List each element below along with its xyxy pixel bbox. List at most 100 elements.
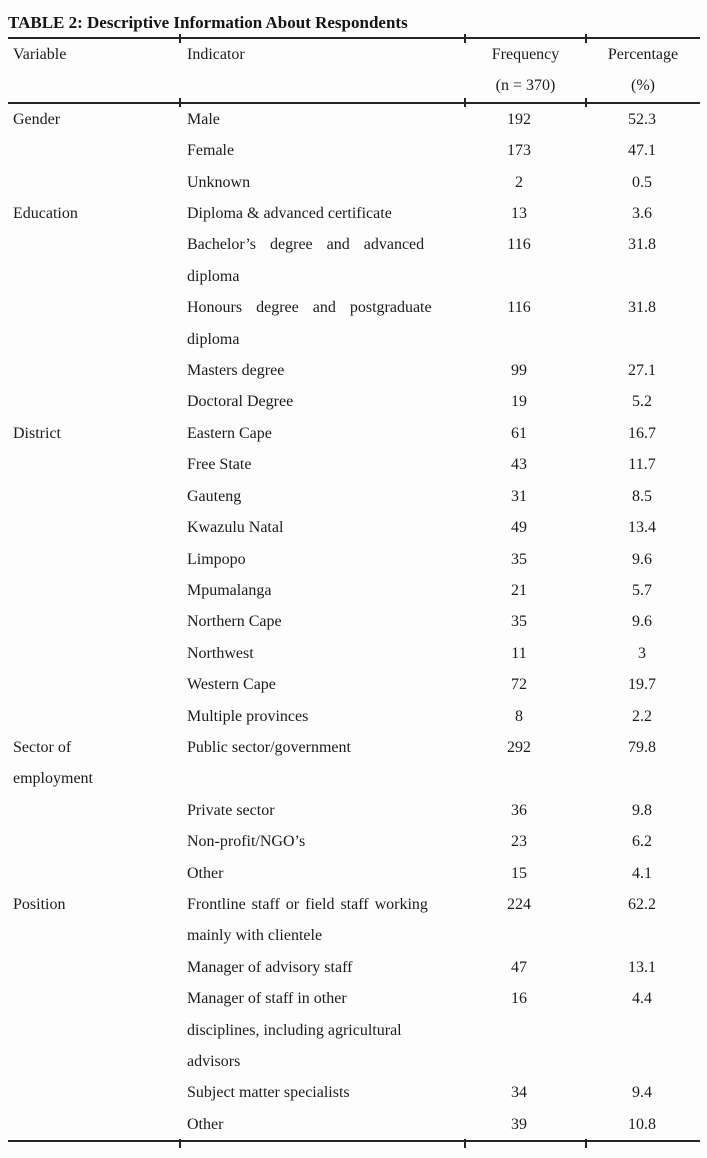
percentage-cell: 8.5	[632, 487, 652, 505]
frequency-cell: 292	[507, 738, 531, 756]
percentage-cell: 16.7	[628, 424, 656, 442]
cell-line: Manager of advisory staff	[187, 958, 353, 976]
table-row: Kwazulu Natal 49 13.4	[8, 512, 700, 543]
indicator-cell: Kwazulu Natal	[180, 512, 465, 543]
table-row: Other 15 4.1	[8, 858, 700, 889]
cell-line: employment	[13, 770, 93, 788]
table-row: Northwest 11 3	[8, 638, 700, 669]
variable-cell	[8, 858, 180, 889]
indicator-cell: Manager of advisory staff	[180, 952, 465, 983]
header-row: Variable Indicator Frequency (n = 370) P…	[8, 35, 700, 108]
cell-line: District	[13, 424, 61, 442]
cell-line: Multiple provinces	[187, 707, 309, 725]
indicator-cell: Non-profit/NGO’s	[180, 826, 465, 857]
cell-line: Other	[187, 864, 224, 882]
cell-line: Unknown	[187, 173, 251, 191]
percentage-cell: 10.8	[585, 1108, 700, 1149]
percentage-cell: 47.1	[628, 142, 656, 160]
table-row: Female 173 47.1	[8, 135, 700, 166]
frequency-cell: 23	[511, 833, 527, 851]
cell-line: Frontline staff or field staff working	[187, 895, 428, 913]
table-row: Masters degree 99 27.1	[8, 355, 700, 386]
cell-line: Gauteng	[187, 487, 242, 505]
indicator-cell: Diploma & advanced certificate	[180, 198, 465, 229]
percentage-cell: 4.1	[632, 864, 652, 882]
variable-cell	[8, 606, 180, 637]
header-frequency-label: Frequency	[491, 46, 560, 63]
percentage-cell: 6.2	[632, 833, 652, 851]
frequency-cell: 8	[515, 707, 523, 725]
indicator-cell: Subject matter specialists	[180, 1077, 465, 1108]
frequency-cell: 39	[464, 1108, 586, 1149]
variable-cell	[8, 952, 180, 983]
percentage-cell: 11.7	[628, 456, 656, 474]
frequency-cell: 19	[511, 393, 527, 411]
variable-cell: Position	[8, 889, 180, 952]
frequency-cell: 192	[507, 110, 531, 128]
percentage-cell: 9.6	[632, 550, 652, 568]
percentage-cell: 9.8	[632, 801, 652, 819]
variable-cell	[8, 386, 180, 417]
variable-cell	[8, 1108, 180, 1143]
percentage-cell: 19.7	[628, 676, 656, 694]
cell-line: Western Cape	[187, 676, 276, 694]
percentage-cell: 13.4	[628, 519, 656, 537]
variable-cell	[8, 449, 180, 480]
table-header: Variable Indicator Frequency (n = 370) P…	[8, 35, 700, 108]
table-row: Subject matter specialists 34 9.4	[8, 1077, 700, 1108]
header-percentage: Percentage (%)	[585, 35, 700, 108]
percentage-cell: 9.4	[632, 1084, 652, 1102]
table-row: Education Diploma & advanced certificate 1…	[8, 198, 700, 229]
table-row: Western Cape 72 19.7	[8, 669, 700, 700]
indicator-cell: Male	[180, 103, 465, 135]
frequency-cell: 34	[511, 1084, 527, 1102]
cell-line: Education	[13, 205, 78, 223]
frequency-cell: 21	[511, 581, 527, 599]
frequency-cell: 35	[511, 550, 527, 568]
indicator-cell: Free State	[180, 449, 465, 480]
indicator-cell: Western Cape	[180, 669, 465, 700]
table-body: Gender Male 192 52.3 Female 173 47.1 Unknown 2 0.…	[8, 103, 700, 1149]
frequency-cell: 2	[515, 173, 523, 191]
indicator-cell: Frontline staff or field staff working ma…	[180, 889, 465, 952]
table-row: Position Frontline staff or field staff w…	[8, 889, 700, 952]
variable-cell	[8, 355, 180, 386]
percentage-cell: 3.6	[632, 205, 652, 223]
cell-line: Mpumalanga	[187, 581, 272, 599]
table-row: Unknown 2 0.5	[8, 167, 700, 198]
indicator-cell: Female	[180, 135, 465, 166]
table-row: Doctoral Degree 19 5.2	[8, 386, 700, 417]
cell-line: Northwest	[187, 644, 254, 662]
indicator-cell: Limpopo	[180, 544, 465, 575]
table-row: Sector of employment Public sector/governm…	[8, 732, 700, 795]
indicator-cell: Masters degree	[180, 355, 465, 386]
frequency-cell: 31	[511, 487, 527, 505]
cell-line: Public sector/government	[187, 738, 351, 756]
indicator-cell: Doctoral Degree	[180, 386, 465, 417]
cell-line: diploma	[187, 267, 240, 285]
percentage-cell: 0.5	[632, 173, 652, 191]
cell-line: Male	[187, 110, 220, 128]
variable-cell: Education	[8, 198, 180, 229]
variable-cell: Gender	[8, 103, 180, 135]
percentage-cell: 79.8	[628, 738, 656, 756]
table-row: Gauteng 31 8.5	[8, 481, 700, 512]
percentage-cell: 5.7	[632, 581, 652, 599]
percentage-cell: 27.1	[628, 362, 656, 380]
frequency-cell: 72	[511, 676, 527, 694]
header-frequency-n: (n = 370)	[495, 77, 556, 95]
frequency-cell: 47	[511, 958, 527, 976]
cell-line: Northern Cape	[187, 613, 282, 631]
cell-line: Gender	[13, 110, 61, 128]
table-row: Multiple provinces 8 2.2	[8, 701, 700, 732]
cell-line: Non-profit/NGO’s	[187, 833, 306, 851]
table-row: Non-profit/NGO’s 23 6.2	[8, 826, 700, 857]
indicator-cell: Other	[180, 858, 465, 889]
frequency-cell: 13	[511, 205, 527, 223]
variable-cell	[8, 983, 180, 1077]
cell-line: Female	[187, 142, 235, 160]
header-variable-label: Variable	[13, 46, 67, 63]
cell-line: Subject matter specialists	[187, 1084, 350, 1102]
cell-line: advisors	[187, 1053, 241, 1070]
variable-cell	[8, 575, 180, 606]
